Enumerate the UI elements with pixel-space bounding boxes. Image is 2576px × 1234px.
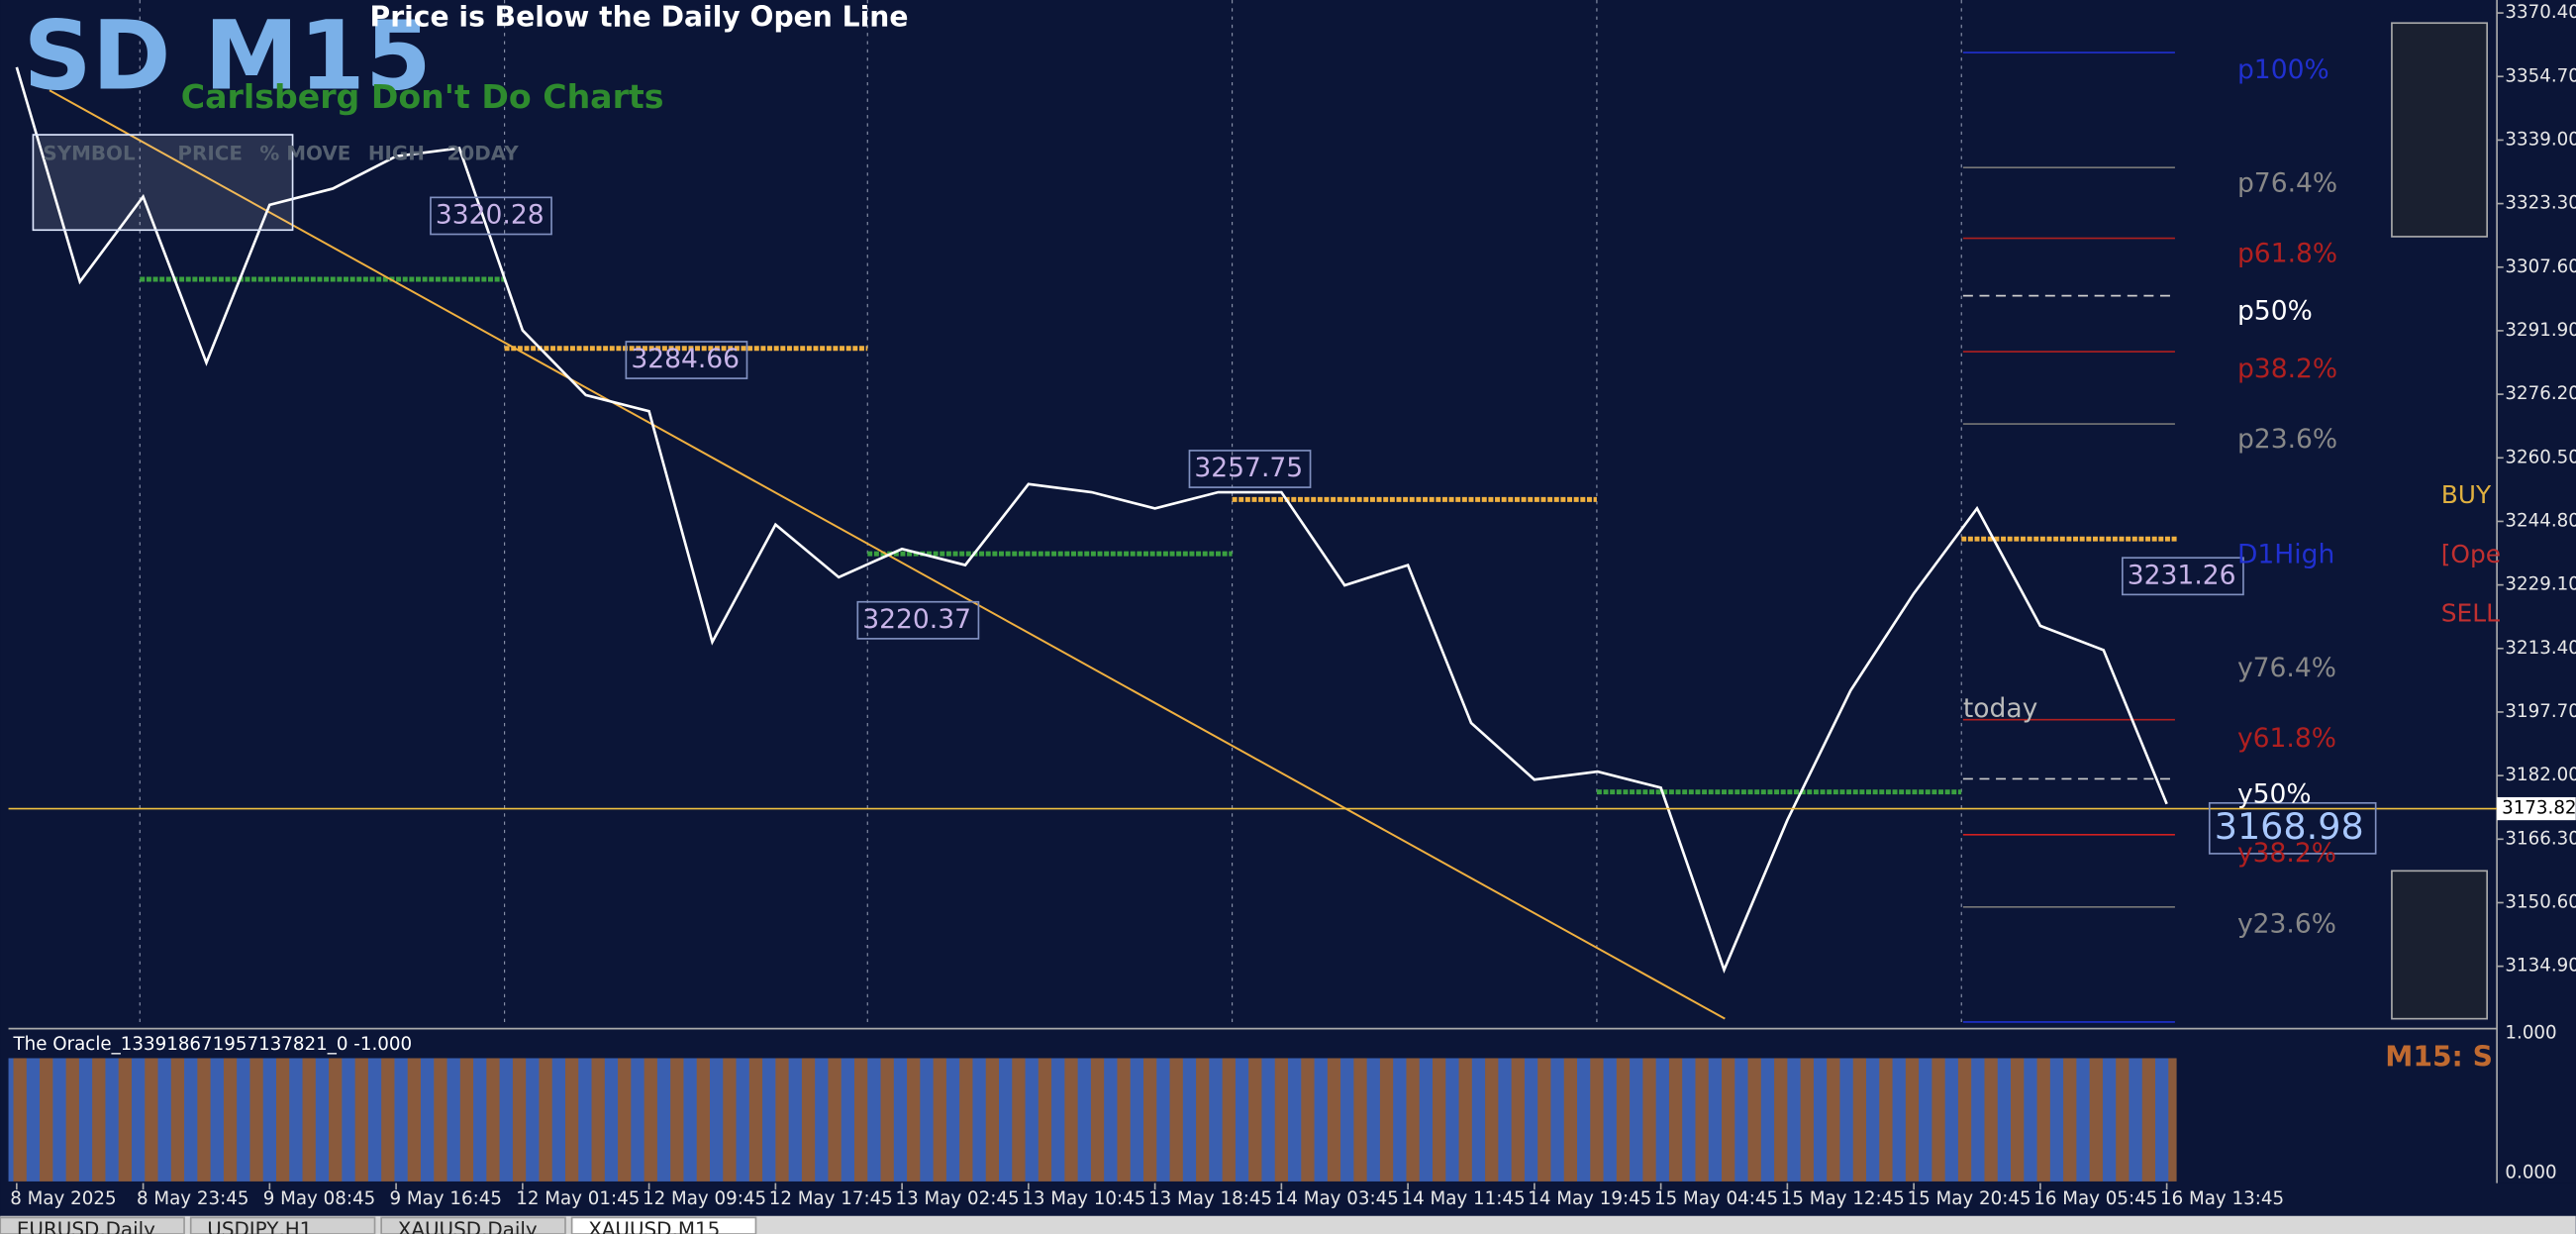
- x-tick-label: 15 May 04:45: [1654, 1188, 1778, 1209]
- y-tick-label: 3339.00: [2505, 129, 2576, 150]
- fib-lines: [1962, 51, 2175, 1023]
- y-tick-label: 3370.40: [2505, 2, 2576, 23]
- fib-label: y23.6%: [2237, 909, 2336, 940]
- widget: [2391, 870, 2488, 1020]
- tab[interactable]: [189, 1216, 376, 1234]
- fib-label: y38.2%: [2237, 838, 2336, 869]
- fib-label: p38.2%: [2237, 354, 2337, 384]
- x-tick-label: 16 May 05:45: [2033, 1188, 2157, 1209]
- fib-label: y61.8%: [2237, 723, 2336, 754]
- indicator-tick-label: 1.000: [2505, 1023, 2556, 1044]
- alert: Price is Below the Daily Open Line: [370, 0, 909, 33]
- y-tick-label: 3197.70: [2505, 701, 2576, 722]
- tab-label[interactable]: XAUUSD,Daily: [398, 1218, 538, 1234]
- y-tick-label: 3166.30: [2505, 828, 2576, 849]
- y-tick-label: 3260.50: [2505, 447, 2576, 467]
- x-tick-label: 16 May 13:45: [2160, 1188, 2284, 1209]
- price-label: 3320.28: [436, 199, 545, 230]
- panel-header: 20DAY: [447, 142, 520, 164]
- y-tick-label: 3323.30: [2505, 193, 2576, 214]
- x-tick-label: 14 May 19:45: [1528, 1188, 1651, 1209]
- current-price-tag: [2497, 796, 2576, 821]
- fib-label: y50%: [2237, 779, 2312, 810]
- panel-header: SYMBOL: [43, 142, 136, 164]
- y-tick-label: 3276.20: [2505, 383, 2576, 404]
- price-label: 3284.66: [631, 344, 740, 374]
- x-tick-label: 14 May 03:45: [1275, 1188, 1399, 1209]
- info-panel: [32, 134, 294, 232]
- price-label: 3168.98: [2215, 805, 2364, 848]
- price-label: 3220.37: [862, 604, 971, 635]
- x-tick-label: 12 May 17:45: [769, 1188, 893, 1209]
- y-tick-label: 3291.90: [2505, 320, 2576, 341]
- indicator-label: The Oracle_133918671957137821_0 -1.000: [13, 1034, 413, 1055]
- side-label: BUY: [2441, 480, 2492, 509]
- price-label-box: [2122, 557, 2244, 596]
- price-label-box: [2208, 801, 2377, 855]
- tab-label[interactable]: XAUUSD,M15: [588, 1218, 720, 1234]
- y-tick-label: 3244.80: [2505, 510, 2576, 531]
- x-tick-label: 12 May 09:45: [643, 1188, 766, 1209]
- y-tick-label: 3354.70: [2505, 65, 2576, 86]
- tab-label[interactable]: USDJPY,H1: [207, 1218, 312, 1234]
- x-tick-label: 12 May 01:45: [516, 1188, 640, 1209]
- fib-label: p100%: [2237, 54, 2329, 85]
- widget: [2391, 22, 2488, 238]
- tab[interactable]: [0, 1216, 185, 1234]
- indicator-tick-label: 0.000: [2505, 1163, 2556, 1183]
- indicator-note: M15: S: [2385, 1040, 2493, 1073]
- current-price-label: 3173.82: [2502, 798, 2576, 819]
- x-tick-label: 13 May 02:45: [895, 1188, 1019, 1209]
- x-tick-label: 15 May 20:45: [1907, 1188, 2031, 1209]
- fib-label: p50%: [2237, 296, 2313, 327]
- x-tick-label: 15 May 12:45: [1781, 1188, 1905, 1209]
- tab[interactable]: [570, 1216, 757, 1234]
- y-tick-label: 3150.60: [2505, 891, 2576, 912]
- price-label: 3231.26: [2128, 560, 2236, 590]
- price-line: [15, 66, 2168, 975]
- panel-header: HIGH: [368, 142, 425, 164]
- y-tick-label: 3134.90: [2505, 956, 2576, 977]
- fib-label: p76.4%: [2237, 167, 2337, 198]
- y-tick-label: 3182.00: [2505, 765, 2576, 785]
- x-tick-label: 14 May 11:45: [1401, 1188, 1525, 1209]
- y-tick-label: 3229.10: [2505, 574, 2576, 595]
- subtitle: Carlsberg Don't Do Charts: [181, 77, 664, 116]
- symbol-title: SD M15: [23, 0, 431, 111]
- fib-label: p23.6%: [2237, 424, 2337, 455]
- x-tick-label: 9 May 16:45: [389, 1188, 502, 1209]
- y-tick-label: 3213.40: [2505, 638, 2576, 659]
- side-label: SELL: [2441, 599, 2500, 628]
- x-tick-label: 9 May 08:45: [263, 1188, 376, 1209]
- fib-label: p61.8%: [2237, 239, 2337, 269]
- side-label: [Ope: [2441, 540, 2501, 568]
- price-label-box: [856, 600, 980, 640]
- fib-label: y76.4%: [2237, 653, 2336, 683]
- panel-header: PRICE: [177, 142, 242, 164]
- y-tick-label: 3307.60: [2505, 257, 2576, 277]
- price-label: 3257.75: [1194, 453, 1303, 483]
- tab[interactable]: [380, 1216, 566, 1234]
- price-label-box: [1188, 450, 1312, 488]
- x-tick-label: 8 May 23:45: [137, 1188, 249, 1209]
- oscillator-bars: [8, 1058, 2177, 1182]
- price-label-box: [625, 341, 748, 379]
- x-tick-label: 13 May 10:45: [1022, 1188, 1145, 1209]
- price-axis: [2497, 0, 2576, 1183]
- price-label-box: [430, 196, 552, 236]
- levels: [140, 276, 2179, 795]
- fib-label: today: [1963, 693, 2037, 724]
- panel-header: % MOVE: [259, 142, 350, 164]
- x-tick-label: 13 May 18:45: [1148, 1188, 1272, 1209]
- tab-label[interactable]: EURUSD,Daily: [17, 1218, 155, 1234]
- x-tick-label: 8 May 2025: [10, 1188, 116, 1209]
- fib-label: D1High: [2237, 539, 2334, 569]
- session-lines: [139, 0, 1962, 1027]
